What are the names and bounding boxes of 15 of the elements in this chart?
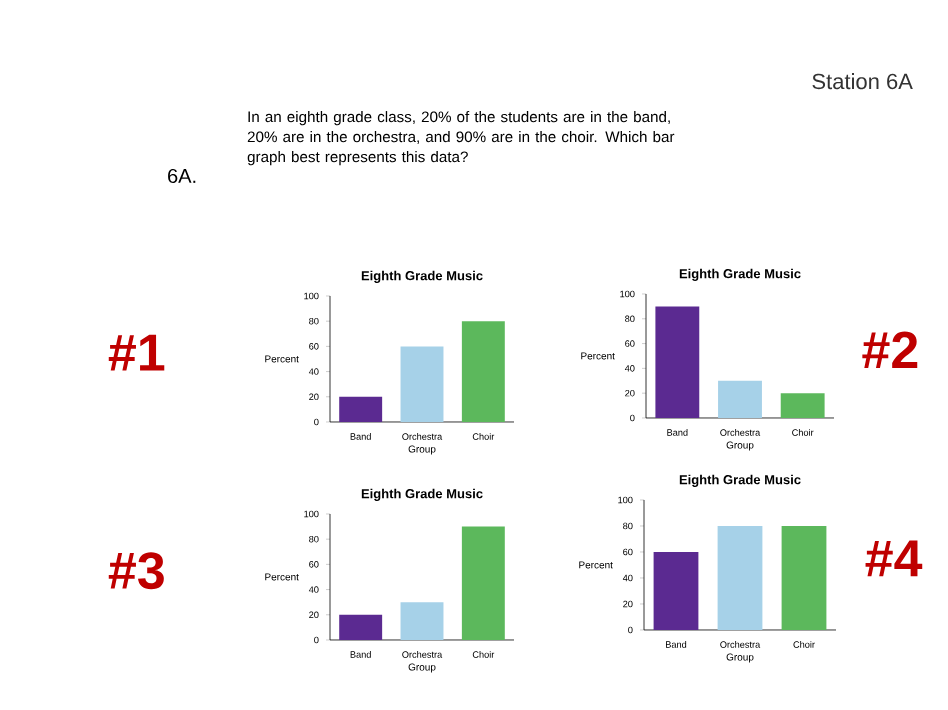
text: #1 [108,334,165,371]
text: #3 [108,552,164,590]
bar [339,396,383,422]
bar [655,306,700,418]
bar [461,321,505,422]
bar [461,526,505,640]
bar [780,393,825,418]
bar [339,614,383,640]
bar [400,602,444,640]
text: 6A. [168,168,196,184]
text: Station 6A [812,73,913,90]
text: #2 [862,331,918,368]
bar [718,380,762,418]
text: #4 [865,540,923,577]
bar [400,346,444,422]
